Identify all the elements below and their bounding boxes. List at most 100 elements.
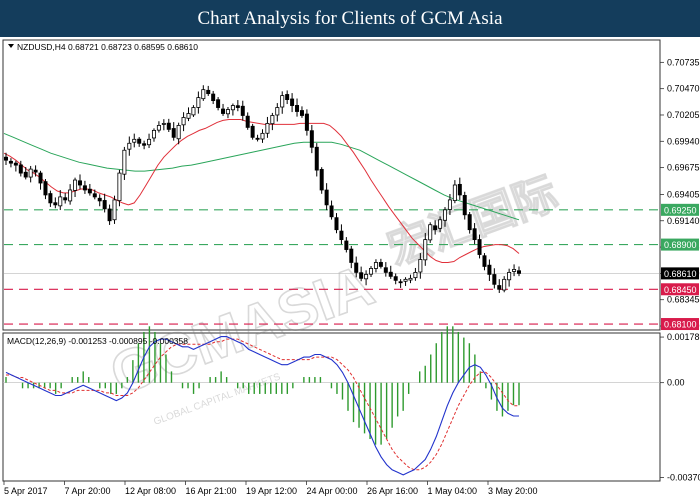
candle-body xyxy=(299,110,304,116)
candle-body xyxy=(68,189,73,202)
candle-body xyxy=(364,273,369,280)
candle-body xyxy=(122,149,127,175)
support-price-tag xyxy=(661,283,699,296)
y-tick-label: 0.68345 xyxy=(667,295,700,305)
candle-body xyxy=(225,109,230,115)
candle-body xyxy=(398,281,403,284)
resistance-price-tag xyxy=(661,203,699,216)
candle-body xyxy=(344,240,349,250)
candle-body xyxy=(156,125,161,131)
candle-body xyxy=(295,105,300,112)
candle-body xyxy=(388,271,393,277)
candle-body xyxy=(280,95,285,108)
candle-body xyxy=(196,97,201,108)
x-tick-label: 7 Apr 20:00 xyxy=(65,486,111,496)
candle-body xyxy=(171,128,176,138)
candle-body xyxy=(147,138,152,146)
support-price-tag-label: 0.68100 xyxy=(664,320,697,330)
candle-body xyxy=(211,93,216,101)
resistance-price-tag-label: 0.69250 xyxy=(664,205,697,215)
candle-body xyxy=(359,272,364,279)
candle-body xyxy=(87,188,92,194)
candle-body xyxy=(166,122,171,130)
macd-info: MACD(12,26,9) -0.001253 -0.000895 -0.000… xyxy=(7,336,188,346)
candle-body xyxy=(502,278,507,291)
candle-body xyxy=(314,146,319,171)
candle-body xyxy=(142,143,147,146)
candle-body xyxy=(497,285,502,290)
x-tick-label: 16 Apr 21:00 xyxy=(186,486,237,496)
candle-body xyxy=(235,105,240,108)
candle-body xyxy=(482,255,487,267)
candle-body xyxy=(393,276,398,281)
candle-body xyxy=(181,117,186,126)
candle-body xyxy=(265,123,270,134)
symbol-info: NZDUSD,H4 0.68721 0.68723 0.68595 0.6861… xyxy=(17,42,198,52)
candle-body xyxy=(63,197,68,201)
candle-body xyxy=(48,193,53,204)
candle-body xyxy=(324,189,329,206)
support-price-tag-label: 0.68450 xyxy=(664,285,697,295)
resistance-price-tag-label: 0.68900 xyxy=(664,240,697,250)
macd-layer xyxy=(3,326,660,476)
candle-body xyxy=(413,271,418,279)
candle-body xyxy=(383,267,388,273)
current-price-tag-label: 0.68610 xyxy=(664,269,697,279)
candle-body xyxy=(240,105,245,116)
main-panel-frame xyxy=(2,39,661,331)
candle-body xyxy=(433,225,438,231)
candle-body xyxy=(82,185,87,191)
macd-signal-line xyxy=(6,338,519,471)
price-tags: 0.69250 0.68900 0.68450 0.68100 0.68610 xyxy=(661,203,699,331)
candle-body xyxy=(447,199,452,210)
candle-body xyxy=(339,230,344,241)
candle-body xyxy=(349,248,354,263)
candle-body xyxy=(151,129,156,139)
y-tick-label: 0.69940 xyxy=(667,136,700,146)
candle-body xyxy=(107,208,112,222)
candle-body xyxy=(102,200,107,210)
candle-body xyxy=(53,202,58,206)
y-tick-label: 0.70205 xyxy=(667,110,700,120)
ma-slow-line xyxy=(3,132,520,221)
candle-body xyxy=(517,270,522,274)
candle-body xyxy=(191,107,196,116)
y-tick-label: 0.69675 xyxy=(667,163,700,173)
candle-body xyxy=(255,137,260,140)
candle-body xyxy=(403,278,408,282)
candle-body xyxy=(13,162,18,166)
price-chart: GCMASIA 宏汇国际 GLOBAL CAPITAL MARKETS NZDU… xyxy=(2,39,700,496)
header-bar: Chart Analysis for Clients of GCM Asia xyxy=(0,0,700,37)
candle-body xyxy=(285,94,290,100)
candle-body xyxy=(28,168,33,178)
candle-body xyxy=(492,274,497,285)
symbol-dropdown-icon[interactable] xyxy=(8,44,14,48)
candle-body xyxy=(275,107,280,116)
candle-body xyxy=(408,277,413,281)
candle-body xyxy=(18,164,23,174)
x-tick-label: 1 May 04:00 xyxy=(428,486,478,496)
candle-body xyxy=(270,115,275,125)
macd-y-tick-label: 0.00178 xyxy=(667,332,700,342)
resistance-price-tag xyxy=(661,238,699,251)
candle-body xyxy=(309,130,314,148)
candle-body xyxy=(290,98,295,106)
y-tick-label: 0.70735 xyxy=(667,57,700,67)
candle-body xyxy=(418,259,423,273)
candle-body xyxy=(378,262,383,267)
macd-main-line xyxy=(5,336,519,476)
y-tick-label: 0.69405 xyxy=(667,189,700,199)
macd-panel-frame xyxy=(2,332,661,482)
candle-body xyxy=(369,268,374,275)
candle-body xyxy=(117,172,122,201)
candle-body xyxy=(462,195,467,216)
header-title: Chart Analysis for Clients of GCM Asia xyxy=(197,7,503,29)
macd-histogram xyxy=(5,326,520,445)
candle-body xyxy=(33,169,38,173)
candle-body xyxy=(77,180,82,186)
x-tick-label: 26 Apr 16:00 xyxy=(367,486,418,496)
candle-body xyxy=(92,193,97,198)
candle-body xyxy=(507,271,512,281)
candle-body xyxy=(477,239,482,255)
candle-body xyxy=(137,138,142,144)
